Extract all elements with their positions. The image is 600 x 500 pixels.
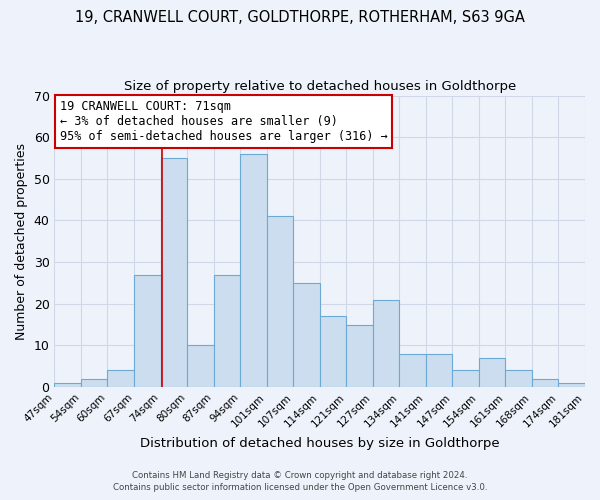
Bar [373, 300, 399, 387]
Bar [240, 154, 266, 387]
Bar [426, 354, 452, 387]
Bar [320, 316, 346, 387]
X-axis label: Distribution of detached houses by size in Goldthorpe: Distribution of detached houses by size … [140, 437, 500, 450]
Y-axis label: Number of detached properties: Number of detached properties [15, 143, 28, 340]
Bar [107, 370, 134, 387]
Bar [559, 383, 585, 387]
Bar [81, 378, 107, 387]
Bar [346, 324, 373, 387]
Bar [55, 383, 81, 387]
Title: Size of property relative to detached houses in Goldthorpe: Size of property relative to detached ho… [124, 80, 516, 93]
Bar [134, 274, 161, 387]
Text: Contains HM Land Registry data © Crown copyright and database right 2024.
Contai: Contains HM Land Registry data © Crown c… [113, 471, 487, 492]
Bar [505, 370, 532, 387]
Text: 19, CRANWELL COURT, GOLDTHORPE, ROTHERHAM, S63 9GA: 19, CRANWELL COURT, GOLDTHORPE, ROTHERHA… [75, 10, 525, 25]
Bar [532, 378, 559, 387]
Bar [452, 370, 479, 387]
Text: 19 CRANWELL COURT: 71sqm
← 3% of detached houses are smaller (9)
95% of semi-det: 19 CRANWELL COURT: 71sqm ← 3% of detache… [60, 100, 388, 143]
Bar [293, 283, 320, 387]
Bar [214, 274, 240, 387]
Bar [161, 158, 187, 387]
Bar [399, 354, 426, 387]
Bar [266, 216, 293, 387]
Bar [187, 346, 214, 387]
Bar [479, 358, 505, 387]
